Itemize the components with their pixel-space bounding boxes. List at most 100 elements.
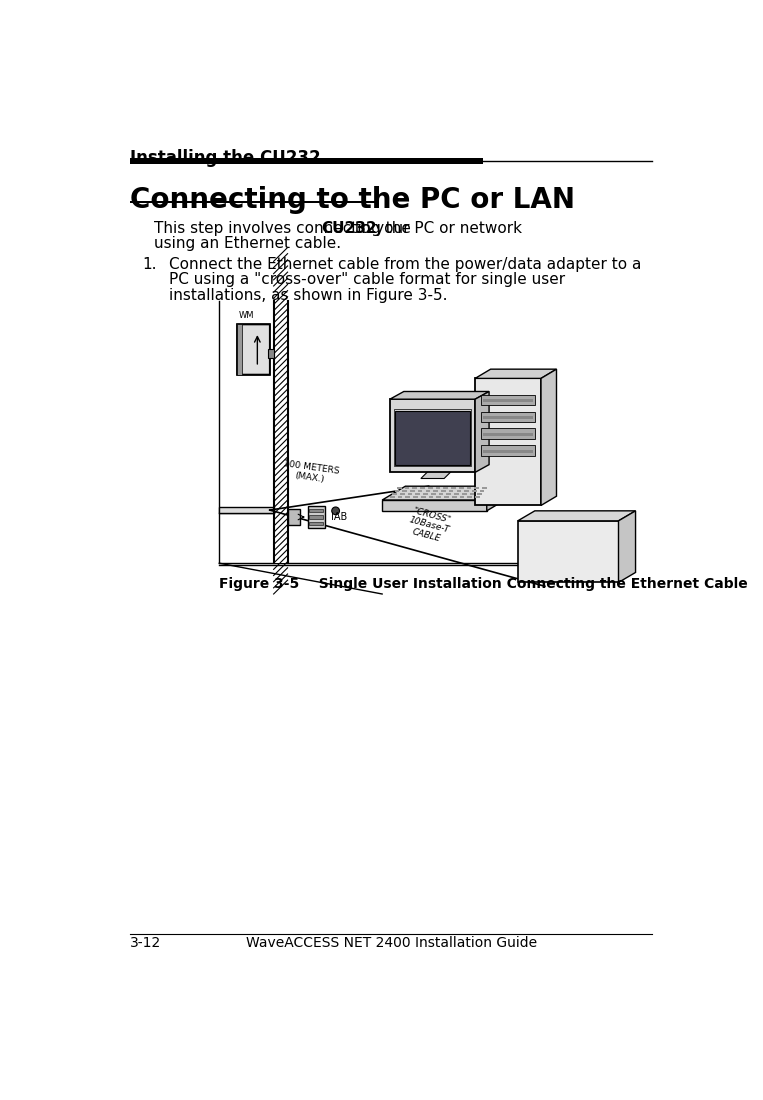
Text: 1.: 1. bbox=[142, 256, 156, 272]
Bar bbox=[407, 493, 412, 495]
Bar bbox=[436, 486, 440, 488]
Bar bbox=[237, 324, 242, 374]
Polygon shape bbox=[487, 486, 510, 510]
Text: PC using a "cross-over" cable format for single user: PC using a "cross-over" cable format for… bbox=[169, 272, 565, 287]
Bar bbox=[433, 490, 438, 492]
Bar bbox=[481, 446, 535, 456]
Bar bbox=[421, 496, 426, 497]
Bar bbox=[309, 521, 324, 525]
Polygon shape bbox=[382, 486, 510, 500]
Bar bbox=[475, 378, 541, 506]
Text: Installing the CU232: Installing the CU232 bbox=[130, 148, 321, 167]
Polygon shape bbox=[390, 392, 489, 399]
Bar bbox=[481, 411, 535, 422]
Bar bbox=[394, 409, 472, 466]
Bar bbox=[237, 324, 270, 374]
Bar bbox=[307, 506, 325, 528]
Bar bbox=[483, 433, 533, 436]
Text: CU232: CU232 bbox=[321, 220, 376, 235]
Bar bbox=[428, 486, 433, 488]
Bar bbox=[443, 486, 448, 488]
Bar bbox=[423, 493, 428, 495]
Bar bbox=[431, 493, 436, 495]
Bar bbox=[405, 496, 410, 497]
Bar bbox=[444, 496, 449, 497]
Circle shape bbox=[332, 507, 340, 515]
Bar bbox=[395, 410, 470, 464]
Bar bbox=[483, 416, 533, 419]
Bar bbox=[426, 490, 430, 492]
Bar bbox=[397, 486, 401, 488]
Bar bbox=[441, 490, 446, 492]
Polygon shape bbox=[475, 370, 556, 378]
Bar bbox=[269, 349, 275, 359]
Bar bbox=[415, 493, 420, 495]
Bar bbox=[130, 158, 483, 164]
FancyBboxPatch shape bbox=[237, 324, 270, 374]
Bar bbox=[451, 486, 456, 488]
Bar bbox=[392, 493, 397, 495]
Bar bbox=[220, 507, 274, 513]
Bar bbox=[480, 490, 485, 492]
Bar bbox=[400, 493, 404, 495]
Bar bbox=[429, 496, 433, 497]
Bar bbox=[130, 200, 378, 202]
Bar bbox=[394, 490, 399, 492]
Bar bbox=[446, 493, 451, 495]
Text: to your PC or network: to your PC or network bbox=[350, 220, 523, 235]
Text: WM: WM bbox=[239, 311, 254, 320]
Polygon shape bbox=[382, 500, 487, 510]
Text: Connect the Ethernet cable from the power/data adapter to a: Connect the Ethernet cable from the powe… bbox=[169, 256, 642, 272]
Bar bbox=[288, 509, 300, 525]
Bar bbox=[459, 486, 463, 488]
Text: 100 METERS
(MAX.): 100 METERS (MAX.) bbox=[282, 459, 340, 486]
Text: "CROSS"
10Base-T
CABLE: "CROSS" 10Base-T CABLE bbox=[405, 506, 453, 544]
Text: This step involves connecting the: This step involves connecting the bbox=[153, 220, 415, 235]
Bar bbox=[478, 493, 482, 495]
Bar bbox=[390, 399, 475, 472]
Text: installations, as shown in Figure 3-5.: installations, as shown in Figure 3-5. bbox=[169, 287, 448, 303]
Bar bbox=[452, 496, 456, 497]
Bar bbox=[482, 486, 487, 488]
Text: WaveACCESS NET 2400 Installation Guide: WaveACCESS NET 2400 Installation Guide bbox=[246, 936, 538, 949]
Bar bbox=[309, 516, 324, 518]
Polygon shape bbox=[619, 510, 636, 583]
Bar bbox=[475, 486, 479, 488]
Polygon shape bbox=[518, 510, 636, 521]
Text: IAB: IAB bbox=[331, 512, 347, 522]
Bar bbox=[468, 496, 472, 497]
Bar bbox=[449, 490, 453, 492]
Bar bbox=[410, 490, 414, 492]
Bar bbox=[439, 493, 443, 495]
Bar bbox=[459, 496, 464, 497]
Bar bbox=[420, 486, 425, 488]
Bar bbox=[472, 490, 477, 492]
Bar bbox=[483, 450, 533, 453]
Text: Figure 3-5    Single User Installation Connecting the Ethernet Cable: Figure 3-5 Single User Installation Conn… bbox=[220, 578, 749, 591]
Polygon shape bbox=[541, 370, 556, 506]
Bar bbox=[481, 429, 535, 439]
Bar bbox=[456, 490, 461, 492]
Bar bbox=[518, 521, 619, 583]
Bar bbox=[462, 493, 467, 495]
Bar bbox=[483, 399, 533, 403]
Bar bbox=[309, 509, 324, 513]
Bar bbox=[413, 496, 418, 497]
Bar bbox=[454, 493, 459, 495]
Text: using an Ethernet cable.: using an Ethernet cable. bbox=[153, 235, 340, 251]
Bar bbox=[481, 395, 535, 406]
Bar bbox=[390, 496, 394, 497]
Bar bbox=[475, 496, 480, 497]
Bar bbox=[398, 496, 402, 497]
Bar bbox=[404, 486, 409, 488]
Bar bbox=[412, 486, 417, 488]
Bar bbox=[402, 490, 407, 492]
Bar bbox=[274, 301, 288, 563]
Bar bbox=[467, 486, 472, 488]
Polygon shape bbox=[475, 392, 489, 472]
Bar bbox=[464, 490, 469, 492]
Bar bbox=[436, 496, 441, 497]
Text: 3-12: 3-12 bbox=[130, 936, 162, 949]
Bar bbox=[418, 490, 423, 492]
Bar bbox=[470, 493, 475, 495]
